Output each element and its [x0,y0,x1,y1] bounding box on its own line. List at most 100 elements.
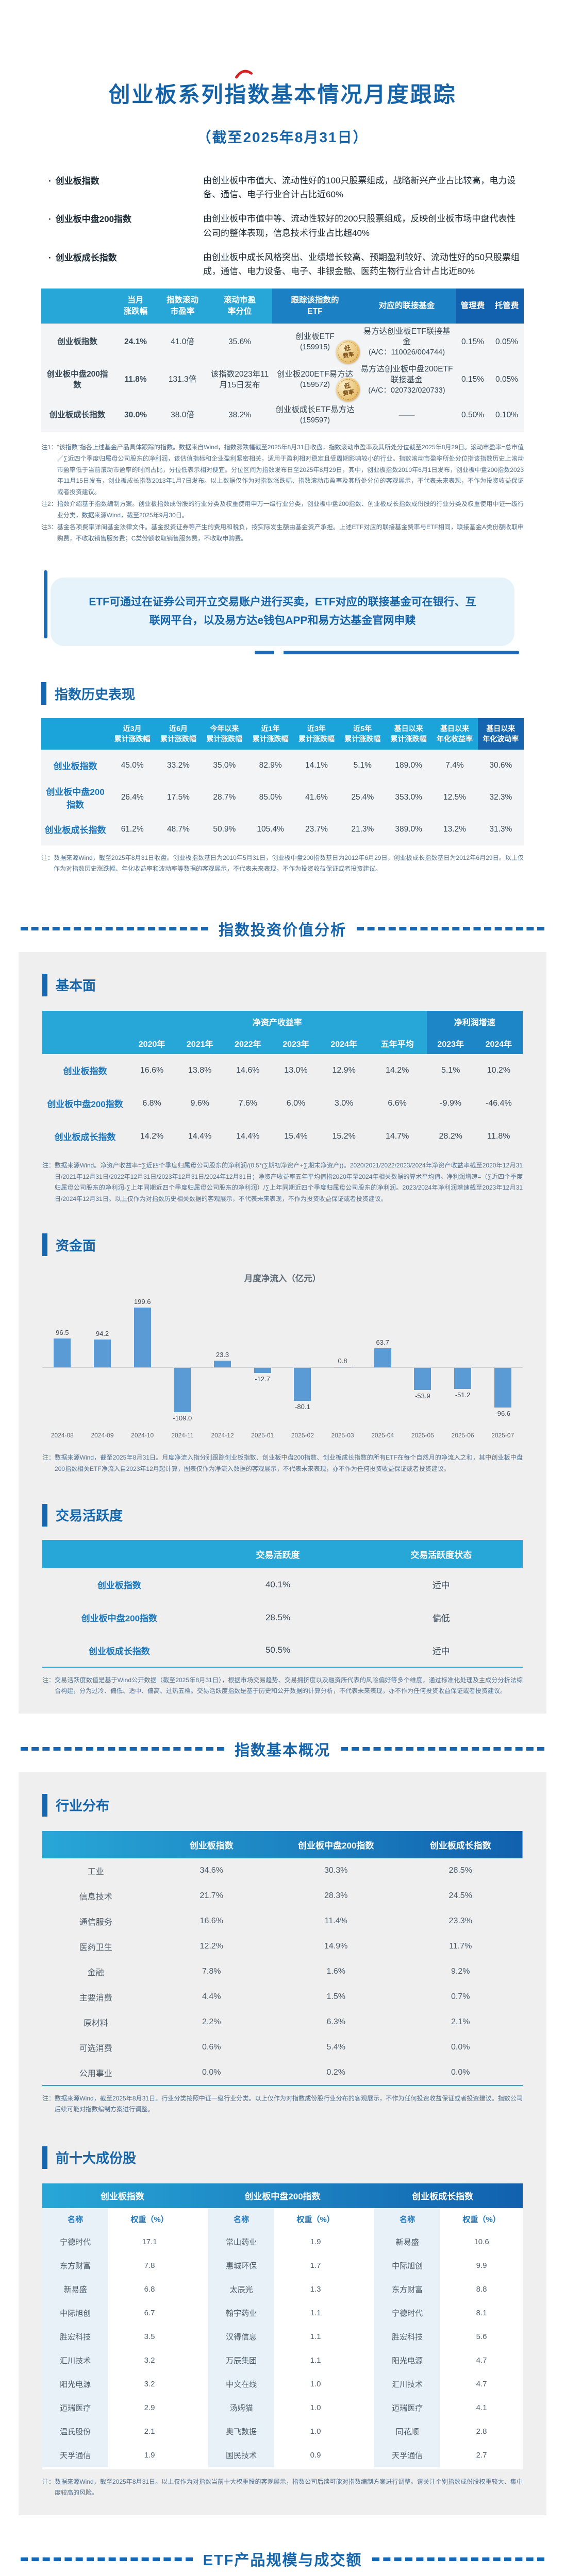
top10-table-growth: 名称 权重（%） 新易盛 10.6 中际旭 [374,2208,523,2467]
top10-stock-row: 新易盛 6.8 [42,2277,191,2301]
activity-section-title: 交易活跃度 [56,1508,123,1523]
index-name: 创业板成长指数 [44,825,106,836]
stock-weight: 1.0 [274,2419,357,2444]
index-name: 创业板中盘200指数 [46,787,105,810]
history-section: 指数历史表现 近3月 累计涨跌幅 近6月 累计涨跌幅 今年以来 累计涨跌幅 近1… [41,682,524,875]
section-bar-icon [42,973,47,996]
industry-table-row: 金融 7.8% 1.6% 9.2% [42,1959,523,1985]
stock-weight: 10.6 [440,2230,523,2254]
stock-weight: 2.9 [108,2396,191,2420]
bar-value-label: -80.1 [295,1402,310,1411]
profit-year-2023: 2023年 [426,1032,475,1054]
netflow-chart: 月度净流入（亿元） 96.5 2024-08 94.2 2024-09 199.6 202… [42,1272,523,1439]
product-table-row: 创业板成长指数 30.0% 38.0倍 38.2% 创业板成长ETF易方达 (1… [41,399,524,432]
stock-weight: 1.0 [274,2396,357,2420]
top10-stock-row: 奥飞数据 1.0 [208,2419,357,2444]
stock-name: 汉得信息 [208,2325,275,2349]
history-table-row: 创业板指数 45.0% 33.2% 35.0% 82.9% 14.1% 5.1%… [41,750,524,782]
index-intro-item: 创业板指数 由创业板中市值大、流动性好的100只股票组成，战略新兴产业占比较高，… [41,174,524,201]
bar [254,1368,271,1374]
bar-value-label: 199.6 [134,1298,151,1306]
etf-name: 创业板ETF [295,332,335,341]
pe-percentile: 38.2% [228,410,251,419]
history-header-annual-vol: 基日以来 年化波动率 [477,718,524,750]
stock-weight: 3.2 [108,2348,191,2372]
fundamental-year-header-row: 2020年 2021年 2022年 2023年 2024年 五年平均 2023年… [42,1032,523,1054]
custody-fee: 0.05% [495,337,518,346]
netflow-bars: 96.5 2024-08 94.2 2024-09 199.6 2024-10 -109.0… [42,1295,523,1439]
industry-weight-growth: 28.5% [448,1866,472,1875]
top10-group-title-growth: 创业板成长指数 [412,2192,474,2202]
industry-note: 注： 数据来源Wind，截至2025年8月31日。行业分类按照中证一级行业分类。… [42,2093,523,2115]
product-header-blank [41,289,113,324]
industry-weight-mid200: 14.9% [324,1942,348,1951]
stock-weight: 4.7 [440,2372,523,2396]
tracking-etf-cell: 创业板成长ETF易方达 (159597) [272,399,358,432]
bar-x-label: 2024-10 [131,1432,154,1439]
section-bar-icon [42,1233,47,1257]
stock-weight: 1.1 [274,2301,357,2325]
value-3m: 26.4% [121,792,144,802]
history-header-since-base: 基日以来 累计涨跌幅 [385,718,432,750]
divider-dash-left [21,927,208,931]
stock-name: 汇川技术 [374,2372,441,2396]
note-text: 数据来源Wind，截至2025年8月31日。以上仅作为对指数当前十大权重股的客观… [55,2478,523,2497]
note-text: 交易活跃度数值是基于Wind公开数据（截至2025年8月31日），根据市场交易趋… [55,1676,523,1695]
bar [414,1368,431,1390]
stock-weight: 9.9 [440,2253,523,2278]
bar [214,1360,231,1368]
fundamental-header-blank [42,1010,128,1054]
top10-table-mid200: 名称 权重（%） 常山药业 1.9 惠城环 [208,2208,357,2467]
bar-group-2024-11: -109.0 2024-11 [162,1295,203,1439]
bar-value-label: -12.7 [255,1375,271,1383]
netflow-note: 注： 数据来源Wind，截至2025年8月31日。月度净流入指分别跟踪创业板指数… [42,1452,523,1475]
top10-tables: 创业板指数 创业板中盘200指数 创业板成长指数 名称 权重（%） [42,2183,523,2469]
bar-value-label: -53.9 [415,1392,430,1400]
stock-weight: 1.0 [274,2372,357,2396]
index-name: 创业板中盘200指数 [81,1614,158,1623]
bar-group-2025-01: -12.7 2025-01 [242,1295,283,1439]
bar-group-2024-10: 199.6 2024-10 [122,1295,163,1439]
industry-weight-chinext: 2.2% [202,2018,221,2027]
stock-weight: 1.7 [274,2253,357,2278]
activity-section-header: 交易活跃度 [42,1503,523,1527]
stock-name: 东方财富 [42,2253,109,2278]
profit-growth-2023: 28.2% [439,1131,462,1141]
management-fee: 0.15% [461,337,484,346]
index-intro-item: 创业板成长指数 由创业板中成长风格突出、业绩增长较高、预期盈利较好、流动性好的5… [41,250,524,278]
stock-name: 天孚通信 [42,2443,109,2467]
etf-name: 创业板成长ETF易方达 [275,405,355,415]
note-text: 数据来源Wind，截至2025年8月31日。行业分类按照中证一级行业分类。以上仅… [55,2094,523,2113]
index-description: 由创业板中市值大、流动性好的100只股票组成，战略新兴产业占比较高，电力设备、通… [203,176,516,200]
value-ytd: 28.7% [213,792,236,802]
etf-code: (159572) [300,381,330,389]
custody-fee: 0.05% [495,375,518,384]
product-header-monthly-change: 当月 涨跌幅 [113,289,158,324]
low-fee-badge-line1: 低 [343,382,351,391]
stock-name: 翰宇药业 [208,2301,275,2325]
industry-weight-mid200: 28.3% [324,1891,348,1901]
industry-section-header: 行业分布 [42,1793,523,1817]
stock-name: 宁德时代 [42,2230,109,2254]
stock-name: 同花顺 [374,2419,441,2444]
value-analysis-panel: 基本面 净资产收益率 净利润增速 2020年 2021年 2022年 2023年 [19,952,546,1714]
roe-2022: 14.4% [236,1131,260,1141]
industry-weight-mid200: 0.2% [326,2067,345,2077]
value-3y: 23.7% [305,824,328,834]
bar-value-label: 94.2 [95,1329,109,1337]
feeder-fund-name: 易方达创业板中盘200ETF联接基金 [360,364,453,384]
roe-2023: 15.4% [284,1131,308,1141]
etf-code: (159915) [300,343,330,351]
stock-name: 太辰光 [208,2277,275,2301]
industry-table: 创业板指数 创业板中盘200指数 创业板成长指数 工业 34.6% 30.3% … [42,1831,523,2086]
industry-table-row: 主要消费 4.4% 1.5% 0.7% [42,1985,523,2010]
bar-x-label: 2025-02 [291,1432,314,1439]
value-6m: 33.2% [167,760,190,770]
roe-2021: 13.8% [188,1065,212,1075]
feeder-fund-code: (A/C：020732/020733) [368,386,445,395]
top10-group-title-mid200: 创业板中盘200指数 [244,2192,321,2202]
stock-name: 万辰集团 [208,2348,275,2372]
stock-name: 温氏股份 [42,2419,109,2444]
activity-table: 交易活跃度 交易活跃度状态 创业板指数 40.1% 适中 创业板中 [42,1539,523,1668]
etf-purchase-callout: ETF可通过在证券公司开立交易账户进行买卖，ETF对应的联接基金可在银行、互联网… [44,570,519,654]
